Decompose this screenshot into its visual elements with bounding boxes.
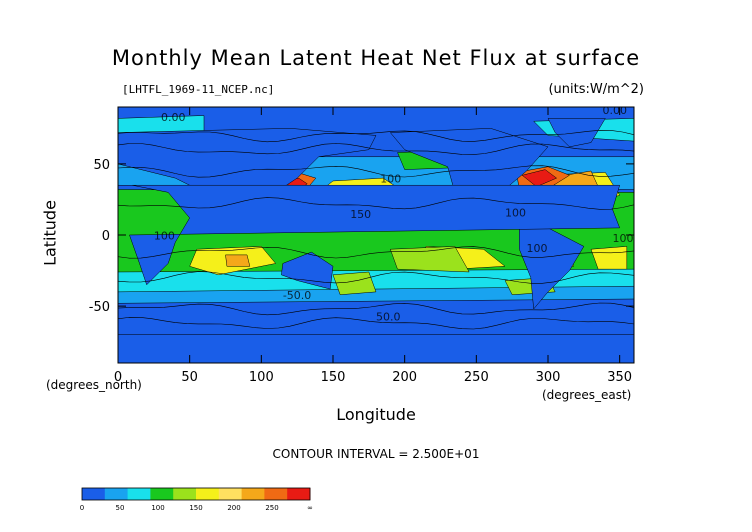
colorbar-level-label: 150 bbox=[189, 504, 202, 512]
colorbar-swatch bbox=[173, 488, 197, 500]
colorbar-swatch bbox=[127, 488, 151, 500]
contour-value-label: 0.00 bbox=[602, 104, 627, 117]
x-tick-label: 100 bbox=[249, 370, 274, 385]
contour-value-label: 50.0 bbox=[376, 310, 401, 323]
contour-line bbox=[118, 246, 634, 259]
x-tick-label: 0 bbox=[114, 370, 122, 385]
contour-line bbox=[118, 143, 634, 155]
land-australia bbox=[281, 251, 334, 290]
chart-title: Monthly Mean Latent Heat Net Flux at sur… bbox=[111, 46, 641, 70]
colorbar-swatch bbox=[287, 488, 311, 500]
contour-line bbox=[118, 302, 634, 316]
contour-value-label: 150 bbox=[350, 208, 371, 221]
colorbar-swatch bbox=[241, 488, 265, 500]
contour-line bbox=[118, 129, 634, 143]
contour-value-label: 100 bbox=[527, 242, 548, 255]
contour-value-label: -50.0 bbox=[283, 289, 311, 302]
south-atlantic-yellow bbox=[590, 246, 628, 270]
contour-line bbox=[118, 316, 634, 330]
colorbar-level-label: 250 bbox=[265, 504, 278, 512]
colorbar-swatch bbox=[264, 488, 288, 500]
x-axis-units: (degrees_east) bbox=[542, 388, 632, 402]
colorbar-frame bbox=[81, 487, 311, 501]
x-tick-label: 250 bbox=[464, 370, 489, 385]
colorbar-swatch bbox=[82, 488, 106, 500]
y-tick-label: -50 bbox=[89, 300, 110, 315]
colorbar-swatch bbox=[104, 488, 129, 500]
contour-line bbox=[118, 197, 634, 210]
tasman-yellow bbox=[332, 271, 377, 295]
y-tick-label: 50 bbox=[93, 158, 110, 173]
land-africa bbox=[129, 184, 621, 286]
units-label: (units:W/m^2) bbox=[548, 82, 644, 97]
contour-value-label: 0.00 bbox=[161, 111, 186, 124]
colorbar-level-label: 0 bbox=[80, 504, 84, 512]
colorbar-level-label: 50 bbox=[116, 504, 125, 512]
colorbar-swatch bbox=[218, 488, 243, 500]
colorbar-swatch bbox=[196, 488, 220, 500]
indian-ocean-orange bbox=[225, 254, 251, 267]
contour-value-label: 100 bbox=[154, 229, 175, 242]
colorbar-level-label: 100 bbox=[151, 504, 164, 512]
south-pacific-west bbox=[389, 246, 470, 273]
colorbar-level-label: 200 bbox=[227, 504, 240, 512]
colorbar-level-label: ∞ bbox=[307, 504, 313, 512]
land-south-america bbox=[519, 220, 585, 310]
y-tick-label: 0 bbox=[102, 229, 110, 244]
gulf-stream-core bbox=[521, 169, 558, 187]
x-tick-label: 50 bbox=[181, 370, 198, 385]
contour-line bbox=[118, 165, 634, 178]
dataset-filename: [LHTFL_1969-11_NCEP.nc] bbox=[122, 83, 275, 96]
land-antarctica bbox=[118, 334, 634, 363]
contour-interval-label: CONTOUR INTERVAL = 2.500E+01 bbox=[272, 447, 480, 461]
contour-value-label: 100 bbox=[505, 207, 526, 220]
x-tick-label: 150 bbox=[321, 370, 346, 385]
x-tick-label: 350 bbox=[607, 370, 632, 385]
contour-value-label: 100 bbox=[380, 172, 401, 185]
x-tick-label: 300 bbox=[536, 370, 561, 385]
y-axis-units: (degrees_north) bbox=[46, 378, 142, 392]
colorbar-swatch bbox=[150, 488, 174, 500]
x-tick-label: 200 bbox=[392, 370, 417, 385]
x-axis-label: Longitude bbox=[336, 405, 416, 424]
contour-line bbox=[118, 271, 634, 284]
